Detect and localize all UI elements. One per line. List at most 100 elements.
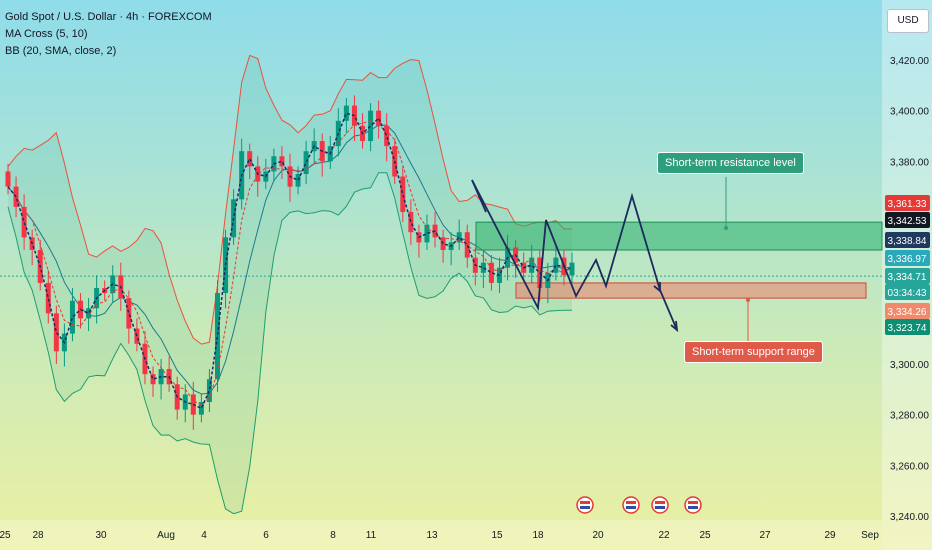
- candle-body[interactable]: [343, 105, 349, 121]
- x-tick-label: 27: [759, 530, 771, 541]
- candle-body[interactable]: [69, 300, 75, 334]
- price-tag[interactable]: [885, 268, 930, 284]
- candle-body[interactable]: [488, 262, 494, 283]
- candle-body[interactable]: [45, 282, 51, 314]
- x-tick-label: Aug: [157, 530, 175, 541]
- x-tick-label: 29: [824, 530, 836, 541]
- candle-body[interactable]: [53, 313, 59, 352]
- candle-body[interactable]: [198, 402, 204, 415]
- x-tick-label: Sep: [861, 530, 879, 541]
- resistance-zone[interactable]: [475, 221, 883, 251]
- candle-body[interactable]: [247, 151, 253, 167]
- candle-body[interactable]: [368, 110, 374, 142]
- candle-body[interactable]: [134, 328, 140, 344]
- x-tick-label: 13: [426, 530, 438, 541]
- candle-body[interactable]: [384, 125, 390, 147]
- x-tick-label: 22: [658, 530, 670, 541]
- candle-body[interactable]: [553, 257, 559, 273]
- x-tick-label: 4: [201, 530, 207, 541]
- projection-arrowhead: [670, 320, 679, 333]
- candle-body[interactable]: [150, 374, 156, 385]
- ma-slow-line[interactable]: [7, 120, 573, 406]
- candle-body[interactable]: [279, 156, 285, 167]
- bollinger-band-fill: [8, 55, 572, 514]
- x-tick-label: 18: [532, 530, 544, 541]
- candle-body[interactable]: [456, 232, 462, 243]
- currency-button[interactable]: USD: [887, 9, 929, 33]
- candle-body[interactable]: [569, 262, 575, 276]
- flag-stripe-icon: [688, 501, 698, 504]
- candle-body[interactable]: [529, 257, 535, 273]
- x-tick-label: 11: [366, 530, 377, 541]
- y-tick-label: 3,280.00: [890, 411, 929, 422]
- candle-body[interactable]: [408, 212, 414, 233]
- price-tag[interactable]: [885, 232, 930, 248]
- x-tick-label: 25: [0, 530, 11, 541]
- support-callout[interactable]: Short-term support range: [684, 341, 823, 363]
- candle-body[interactable]: [303, 151, 309, 174]
- projection-segment: [471, 179, 487, 213]
- y-tick-label: 3,400.00: [890, 107, 929, 118]
- y-tick-label: 3,260.00: [890, 461, 929, 472]
- price-tag-label: 3,334.71: [888, 272, 927, 283]
- candle-body[interactable]: [480, 262, 486, 273]
- y-tick-label: 3,240.00: [890, 512, 929, 523]
- time-axis[interactable]: [0, 520, 882, 550]
- ma-fast-line[interactable]: [7, 112, 573, 410]
- support-zone[interactable]: [515, 282, 867, 299]
- flag-stripe-icon: [580, 501, 590, 504]
- legend-ma-cross[interactable]: MA Cross (5, 10): [5, 28, 88, 40]
- x-tick-label: 15: [491, 530, 503, 541]
- x-tick-label: 6: [263, 530, 269, 541]
- price-tag[interactable]: [885, 284, 930, 300]
- price-tag-label: 3,336.97: [888, 254, 927, 265]
- x-tick-label: 25: [699, 530, 711, 541]
- candle-body[interactable]: [126, 298, 132, 329]
- candle-body[interactable]: [5, 171, 11, 187]
- candle-body[interactable]: [376, 110, 382, 126]
- x-tick-label: 28: [32, 530, 44, 541]
- price-tag-label: 3,342.53: [888, 216, 927, 227]
- flag-stripe-icon: [580, 506, 590, 509]
- economic-event-icon[interactable]: [576, 496, 594, 514]
- flag-stripe-icon: [655, 501, 665, 504]
- economic-event-icon[interactable]: [684, 496, 702, 514]
- y-tick-label: 3,420.00: [890, 56, 929, 67]
- candle-body[interactable]: [86, 308, 92, 319]
- legend-symbol[interactable]: Gold Spot / U.S. Dollar · 4h · FOREXCOM: [5, 11, 212, 23]
- flag-stripe-icon: [655, 506, 665, 509]
- candle-body[interactable]: [21, 206, 27, 238]
- projection-arrowhead: [653, 282, 661, 293]
- resistance-callout[interactable]: Short-term resistance level: [657, 152, 804, 174]
- price-tag[interactable]: [885, 212, 930, 228]
- x-tick-label: 30: [95, 530, 107, 541]
- x-tick-label: 8: [330, 530, 336, 541]
- candle-body[interactable]: [424, 224, 430, 243]
- price-tag[interactable]: [885, 319, 930, 335]
- price-tag-label: 3,323.74: [888, 323, 927, 334]
- resistance-callout-anchor: [724, 226, 728, 230]
- flag-stripe-icon: [626, 506, 636, 509]
- economic-event-icon[interactable]: [622, 496, 640, 514]
- candle-body[interactable]: [295, 174, 301, 187]
- bollinger-upper-line[interactable]: [7, 54, 572, 345]
- legend-bollinger[interactable]: BB (20, SMA, close, 2): [5, 45, 117, 57]
- support-callout-anchor: [746, 298, 750, 302]
- candle-body[interactable]: [206, 379, 212, 402]
- candle-body[interactable]: [464, 232, 470, 258]
- candle-body[interactable]: [214, 293, 220, 380]
- candle-body[interactable]: [400, 176, 406, 212]
- price-tag-label: 3,338.84: [888, 236, 927, 247]
- y-tick-label: 3,380.00: [890, 157, 929, 168]
- price-tag[interactable]: [885, 195, 930, 211]
- flag-stripe-icon: [626, 501, 636, 504]
- price-tag[interactable]: [885, 250, 930, 266]
- projection-path[interactable]: [471, 179, 678, 331]
- bollinger-lower-line[interactable]: [7, 172, 572, 515]
- price-tag[interactable]: [885, 303, 930, 319]
- chart-legend: Gold Spot / U.S. Dollar · 4h · FOREXCOM …: [5, 9, 212, 60]
- x-tick-label: 20: [592, 530, 604, 541]
- economic-event-icon[interactable]: [651, 496, 669, 514]
